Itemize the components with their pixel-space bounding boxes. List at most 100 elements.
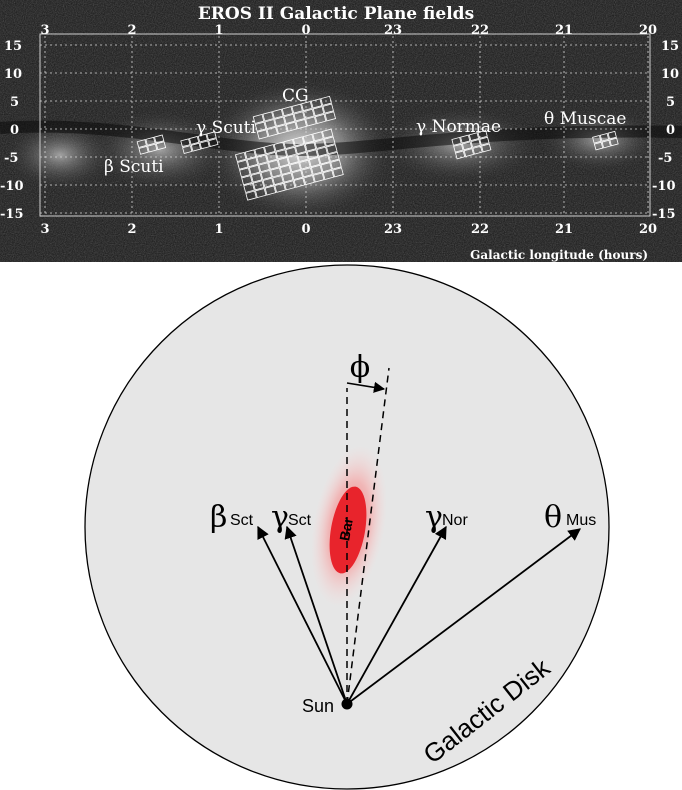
gamma-sct-symbol: γ	[271, 500, 289, 535]
eros-field	[326, 144, 338, 155]
eros-field	[266, 126, 279, 137]
eros-field	[312, 172, 325, 183]
eros-field	[235, 151, 247, 163]
eros-field	[463, 148, 474, 157]
eros-field	[332, 167, 344, 178]
eros-field	[303, 175, 315, 186]
eros-field	[292, 136, 305, 147]
eros-field	[285, 146, 297, 157]
eros-field	[287, 154, 299, 165]
eros-field	[607, 130, 617, 140]
eros-field	[324, 136, 336, 147]
eros-field	[262, 177, 275, 188]
label-gamma-sct: γ Sct	[271, 500, 312, 535]
eros-field	[252, 180, 265, 191]
eros-field	[281, 172, 294, 183]
phi-symbol: ϕ	[350, 350, 370, 385]
eros-field	[277, 157, 290, 168]
eros-field	[291, 103, 303, 114]
bottom-tick-6: 21	[555, 222, 573, 237]
galactic-disk-diagram: Bar ϕ Sun β Sct γ Sct γ Nor θ Mus Galact…	[84, 264, 610, 790]
eros-field	[273, 141, 286, 152]
eros-field	[256, 129, 269, 140]
eros-field	[270, 167, 282, 178]
top-tick-3: 0	[301, 23, 310, 38]
eros-field	[308, 157, 321, 168]
top-tick-7: 20	[639, 23, 657, 38]
eros-field	[250, 172, 263, 183]
lat-tick-left-m5: -5	[4, 151, 18, 166]
lat-tick-right-0: 0	[666, 123, 675, 138]
eros-field	[299, 159, 311, 170]
theta-symbol: θ	[544, 500, 562, 535]
eros-field	[248, 164, 261, 175]
eros-field	[455, 150, 466, 160]
sky-x-axis-label: Galactic longitude (hours)	[470, 248, 648, 262]
label-gamma-normae: γ Normae	[416, 117, 501, 137]
eros-field	[310, 98, 323, 109]
top-tick-5: 22	[471, 23, 489, 38]
bottom-tick-3: 0	[301, 222, 310, 237]
eros-field	[264, 185, 277, 196]
sky-grid	[40, 36, 650, 216]
eros-field	[321, 128, 334, 139]
lat-tick-right-15: 15	[661, 39, 679, 54]
eros-field	[316, 146, 328, 157]
sun-dot	[341, 698, 353, 710]
eros-field	[275, 149, 288, 160]
bottom-tick-0: 3	[40, 222, 49, 237]
eros-field	[262, 111, 274, 122]
eros-field	[479, 136, 490, 146]
beta-symbol: β	[210, 500, 227, 535]
eros-field	[461, 141, 473, 151]
lat-tick-right-m10: -10	[652, 179, 676, 194]
eros-field	[328, 151, 340, 162]
top-tick-4: 23	[384, 23, 402, 38]
eros-field	[145, 136, 156, 146]
eros-field	[477, 129, 488, 139]
eros-field	[281, 106, 294, 117]
bar-label: Bar	[336, 516, 356, 542]
lat-tick-left-m10: -10	[0, 179, 24, 194]
top-tick-6: 21	[555, 23, 573, 38]
label-cg: CG	[282, 86, 309, 106]
eros-field	[297, 151, 309, 162]
eros-field	[468, 132, 480, 142]
theta-subscript: Mus	[566, 512, 596, 529]
eros-field	[301, 167, 313, 178]
eros-field	[601, 139, 611, 149]
eros-field	[312, 131, 324, 142]
phi-angle-arc	[346, 381, 386, 393]
eros-field	[320, 95, 332, 106]
gamma-sct-subscript: Sct	[288, 512, 312, 529]
eros-field	[593, 141, 604, 151]
lat-tick-left-0: 0	[10, 123, 19, 138]
eros-field	[472, 145, 483, 155]
galactic-bar	[329, 486, 367, 574]
eros-field	[254, 146, 266, 157]
label-gamma-scuti: γ Scuti	[196, 118, 257, 138]
eros-field	[310, 164, 323, 175]
eros-sky-map: EROS II Galactic Plane fields 3 2 1 0 23…	[0, 0, 682, 262]
eros-field	[295, 119, 308, 130]
eros-field	[243, 182, 255, 193]
arrow-beta-sct	[257, 525, 348, 705]
eros-field	[190, 142, 202, 152]
arrow-gamma-nor	[346, 525, 447, 705]
eros-field	[272, 175, 284, 186]
eros-field	[283, 138, 295, 150]
eros-field	[266, 151, 278, 162]
lat-tick-left-m15: -15	[0, 207, 24, 222]
eros-field	[274, 116, 286, 127]
eros-field	[470, 139, 481, 148]
eros-field	[322, 169, 335, 180]
bottom-tick-7: 20	[639, 222, 657, 237]
beta-subscript: Sct	[230, 512, 254, 529]
eros-field	[252, 113, 265, 125]
top-tick-0: 3	[40, 23, 49, 38]
eros-field	[305, 116, 317, 127]
eros-field	[285, 121, 298, 132]
eros-field	[256, 154, 268, 165]
eros-field	[481, 143, 492, 153]
eros-field	[182, 145, 193, 154]
